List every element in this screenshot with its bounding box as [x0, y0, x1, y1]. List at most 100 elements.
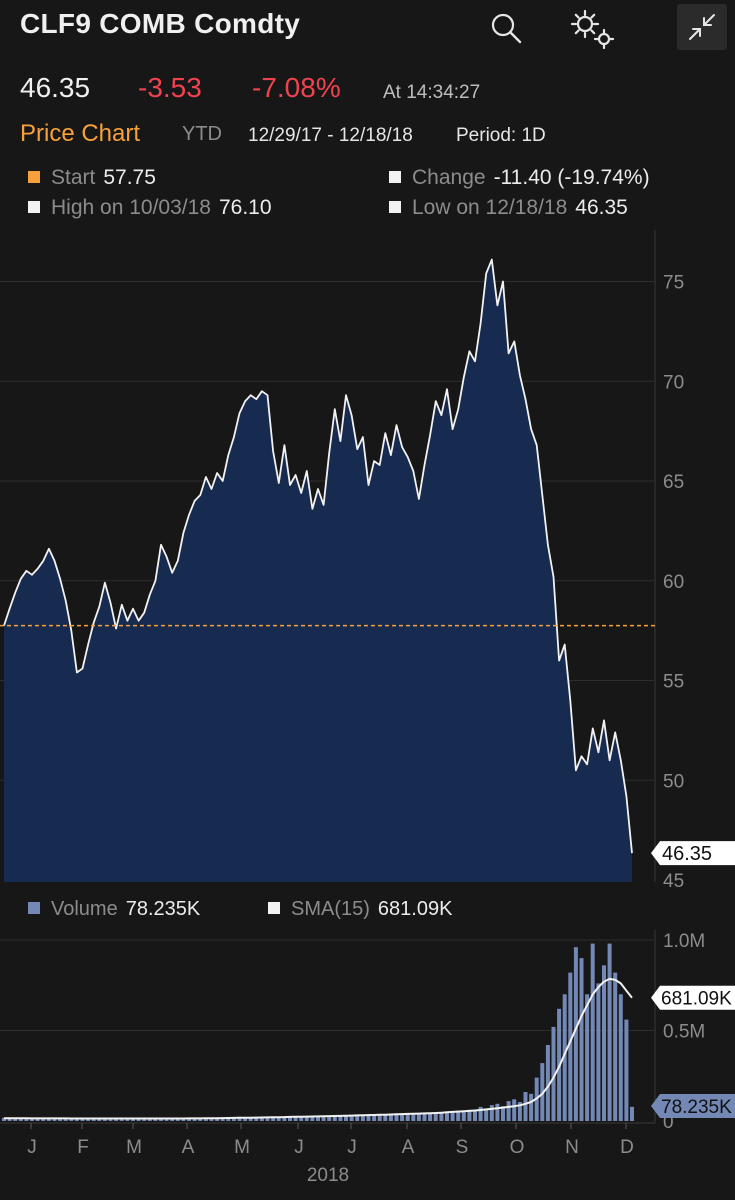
tab-price-chart[interactable]: Price Chart: [20, 120, 141, 147]
security-title: CLF9 COMB Comdty: [20, 8, 301, 39]
volume-bar: [18, 1118, 23, 1121]
collapse-button[interactable]: [677, 4, 727, 50]
volume-bar: [288, 1116, 292, 1121]
volume-bar: [366, 1114, 371, 1121]
volume-bar: [102, 1118, 107, 1121]
volume-bar: [461, 1111, 466, 1121]
volume-bar: [35, 1118, 40, 1121]
volume-bar: [125, 1118, 130, 1121]
volume-bar: [293, 1116, 298, 1121]
stat-low-label: Low on 12/18/18: [412, 196, 568, 219]
volume-bar: [602, 965, 606, 1121]
volume-bar: [136, 1118, 141, 1121]
volume-bar: [198, 1118, 203, 1121]
volume-bar: [489, 1105, 494, 1121]
search-button[interactable]: [486, 8, 526, 48]
volume-bar: [523, 1092, 528, 1121]
volume-bar: [175, 1118, 180, 1121]
volume-bar: [445, 1111, 449, 1121]
stat-change-label: Change: [412, 166, 486, 189]
stat-start: Start 57.75: [28, 166, 156, 190]
x-tick-label: D: [620, 1137, 634, 1158]
volume-bar: [69, 1118, 74, 1121]
price-tick-label: 60: [663, 572, 684, 593]
volume-swatch-icon: [28, 902, 40, 914]
volume-tick-label: 1.0M: [663, 931, 705, 952]
volume-bar: [411, 1113, 416, 1121]
stat-start-value: 57.75: [103, 166, 156, 189]
volume-bar: [596, 983, 601, 1121]
volume-bar: [203, 1118, 208, 1121]
date-range: 12/29/17 - 12/18/18: [248, 125, 413, 146]
volume-bar: [187, 1118, 191, 1121]
volume-bar: [433, 1113, 438, 1121]
volume-bar: [568, 972, 573, 1121]
stat-high-label: High on 10/03/18: [51, 196, 211, 219]
stat-high-value: 76.10: [218, 196, 272, 219]
low-marker-icon: [389, 201, 401, 213]
volume-bar: [209, 1117, 214, 1121]
volume-last-label: 78.235K: [651, 1094, 735, 1118]
volume-bar: [7, 1118, 12, 1121]
change-marker-icon: [389, 171, 401, 183]
volume-bar: [131, 1118, 135, 1121]
volume-bar: [495, 1103, 500, 1121]
sma-last-label: 681.09K: [651, 985, 735, 1010]
volume-bar: [349, 1114, 354, 1121]
x-tick-label: A: [402, 1137, 415, 1158]
volume-bar: [573, 947, 578, 1121]
range-selector-ytd[interactable]: YTD: [182, 123, 222, 145]
price-tick-label: 50: [663, 771, 684, 792]
volume-bar: [372, 1114, 377, 1121]
volume-bar: [299, 1116, 304, 1121]
volume-bar: [405, 1113, 410, 1121]
stat-high: High on 10/03/18 76.10: [28, 196, 272, 220]
volume-bar: [142, 1118, 147, 1121]
volume-chart[interactable]: 0 0.5M 1.0M 681.09K 78.235K J F M A M J J A S O N D 20…: [0, 930, 735, 1200]
volume-bar: [439, 1112, 444, 1121]
volume-bar: [388, 1113, 393, 1121]
volume-bar: [607, 943, 612, 1121]
volume-bar: [265, 1117, 270, 1121]
price-tick-label: 45: [663, 871, 684, 890]
volume-bar: [192, 1118, 197, 1121]
volume-bar: [97, 1118, 102, 1121]
volume-bar: [164, 1118, 169, 1121]
volume-tick-label: 0: [663, 1112, 674, 1133]
volume-bar: [2, 1117, 6, 1121]
volume-bar: [613, 972, 618, 1121]
period-selector[interactable]: Period: 1D: [456, 125, 546, 146]
volume-bar: [450, 1112, 455, 1121]
volume-bar: [153, 1118, 158, 1121]
sma-swatch-icon: [268, 902, 280, 914]
x-tick-label: S: [456, 1137, 469, 1158]
volume-bar: [63, 1118, 68, 1121]
volume-bar: [512, 1099, 517, 1121]
volume-bar: [13, 1118, 18, 1121]
volume-bar: [529, 1093, 534, 1121]
volume-bar: [86, 1118, 91, 1121]
price-chart[interactable]: 45 50 55 60 65 70 75 46.35: [0, 230, 735, 890]
volume-bar: [618, 994, 623, 1121]
volume-bar: [506, 1101, 511, 1121]
volume-bar: [237, 1116, 242, 1121]
x-tick-label: M: [234, 1137, 250, 1158]
settings-button[interactable]: [566, 6, 620, 52]
stat-low-value: 46.35: [575, 196, 628, 219]
net-change: -3.53: [138, 72, 202, 103]
volume-bar: [456, 1110, 461, 1121]
start-marker-icon: [28, 171, 40, 183]
volume-bar: [332, 1115, 337, 1121]
x-tick-label: N: [565, 1137, 579, 1158]
volume-bar: [316, 1116, 320, 1121]
volume-bar: [119, 1119, 124, 1121]
stat-start-label: Start: [51, 166, 96, 189]
quote-time: At 14:34:27: [383, 82, 481, 103]
last-price-label: 46.35: [651, 841, 735, 866]
volume-bar: [630, 1106, 634, 1121]
volume-bar: [545, 1045, 550, 1121]
volume-bar: [52, 1118, 57, 1121]
collapse-icon: [689, 14, 715, 40]
volume-bar: [243, 1117, 248, 1121]
volume-bar: [80, 1118, 85, 1121]
